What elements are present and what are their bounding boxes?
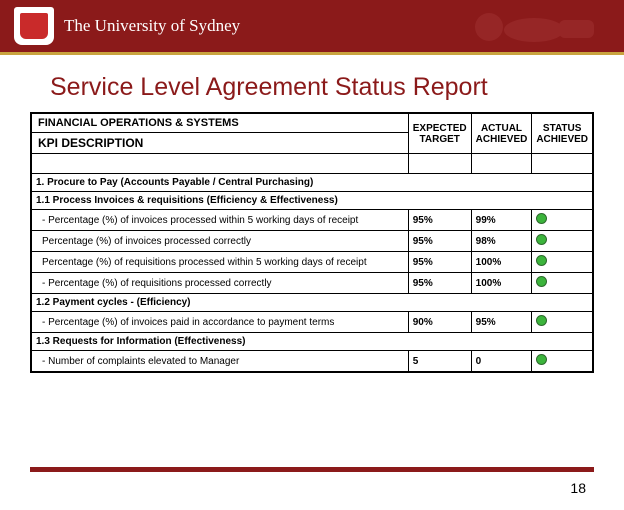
metric-status [532, 273, 593, 294]
metric-label: Percentage (%) of requisitions processed… [31, 252, 408, 273]
section-title: 1. Procure to Pay (Accounts Payable / Ce… [31, 174, 593, 192]
table-header-row-1: FINANCIAL OPERATIONS & SYSTEMSEXPECTED T… [31, 113, 593, 133]
status-dot-icon [536, 315, 547, 326]
metric-status [532, 312, 593, 333]
page-title: Service Level Agreement Status Report [50, 73, 594, 102]
metric-actual: 95% [471, 312, 532, 333]
subsection-row: 1.1 Process Invoices & requisitions (Eff… [31, 192, 593, 210]
spacer-row [31, 154, 593, 174]
content-area: Service Level Agreement Status Report FI… [0, 55, 624, 373]
metric-expected: 95% [408, 210, 471, 231]
page-number: 18 [570, 480, 586, 496]
lion-watermark-icon [464, 5, 604, 49]
metric-actual: 0 [471, 351, 532, 373]
section-row: 1. Procure to Pay (Accounts Payable / Ce… [31, 174, 593, 192]
metric-label: - Percentage (%) of invoices paid in acc… [31, 312, 408, 333]
footer-divider [30, 467, 594, 472]
university-crest-icon [14, 7, 54, 45]
subsection-title: 1.2 Payment cycles - (Efficiency) [31, 294, 593, 312]
metric-label: - Percentage (%) of requisitions process… [31, 273, 408, 294]
subsection-row: 1.2 Payment cycles - (Efficiency) [31, 294, 593, 312]
metric-expected: 5 [408, 351, 471, 373]
status-dot-icon [536, 234, 547, 245]
university-name: The University of Sydney [64, 16, 240, 36]
metric-status [532, 351, 593, 373]
col-status: STATUS ACHIEVED [532, 113, 593, 154]
metric-label: - Percentage (%) of invoices processed w… [31, 210, 408, 231]
col-expected: EXPECTED TARGET [408, 113, 471, 154]
metric-actual: 99% [471, 210, 532, 231]
header-band: The University of Sydney [0, 0, 624, 52]
subsection-title: 1.1 Process Invoices & requisitions (Eff… [31, 192, 593, 210]
subsection-row: 1.3 Requests for Information (Effectiven… [31, 333, 593, 351]
metric-expected: 95% [408, 231, 471, 252]
metric-row: Percentage (%) of requisitions processed… [31, 252, 593, 273]
subsection-title: 1.3 Requests for Information (Effectiven… [31, 333, 593, 351]
metric-expected: 95% [408, 252, 471, 273]
metric-expected: 95% [408, 273, 471, 294]
metric-status [532, 252, 593, 273]
metric-actual: 100% [471, 273, 532, 294]
metric-row: - Percentage (%) of invoices paid in acc… [31, 312, 593, 333]
status-dot-icon [536, 354, 547, 365]
metric-status [532, 210, 593, 231]
status-dot-icon [536, 213, 547, 224]
metric-status [532, 231, 593, 252]
metric-expected: 90% [408, 312, 471, 333]
metric-label: - Number of complaints elevated to Manag… [31, 351, 408, 373]
metric-actual: 100% [471, 252, 532, 273]
header-org: FINANCIAL OPERATIONS & SYSTEMS [31, 113, 408, 133]
metric-label: Percentage (%) of invoices processed cor… [31, 231, 408, 252]
status-dot-icon [536, 276, 547, 287]
status-dot-icon [536, 255, 547, 266]
metric-row: - Number of complaints elevated to Manag… [31, 351, 593, 373]
header-kpi-desc: KPI DESCRIPTION [31, 133, 408, 154]
kpi-table: FINANCIAL OPERATIONS & SYSTEMSEXPECTED T… [30, 112, 594, 373]
metric-row: - Percentage (%) of requisitions process… [31, 273, 593, 294]
metric-row: Percentage (%) of invoices processed cor… [31, 231, 593, 252]
col-actual: ACTUAL ACHIEVED [471, 113, 532, 154]
metric-actual: 98% [471, 231, 532, 252]
metric-row: - Percentage (%) of invoices processed w… [31, 210, 593, 231]
